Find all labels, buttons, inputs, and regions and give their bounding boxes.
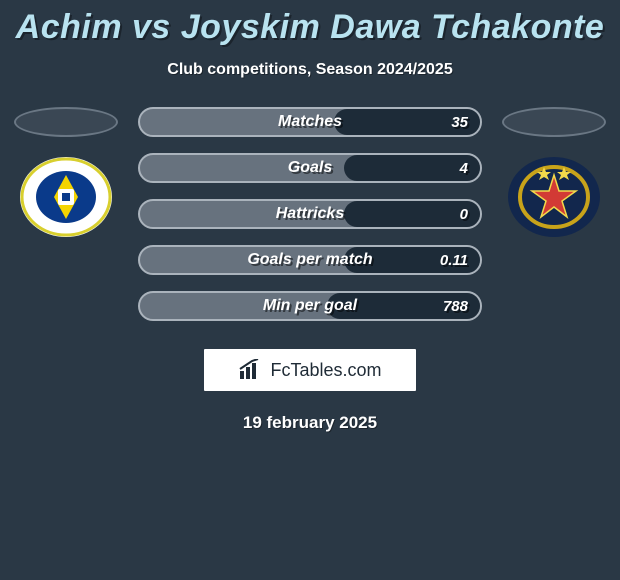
stat-label: Min per goal xyxy=(140,297,480,315)
star-crest-icon xyxy=(506,155,602,239)
stat-bar-hattricks: Hattricks 0 xyxy=(138,199,482,229)
stats-column: Matches 35 Goals 4 Hattricks 0 Goals per… xyxy=(138,107,482,321)
left-player-column xyxy=(12,107,120,239)
stat-bar-matches: Matches 35 xyxy=(138,107,482,137)
stat-label: Goals per match xyxy=(140,251,480,269)
right-player-column xyxy=(500,107,608,239)
stat-bar-goals-per-match: Goals per match 0.11 xyxy=(138,245,482,275)
left-club-badge xyxy=(18,155,114,239)
main-row: Matches 35 Goals 4 Hattricks 0 Goals per… xyxy=(0,107,620,321)
stat-value: 35 xyxy=(451,114,468,131)
left-player-avatar xyxy=(14,107,118,137)
subtitle: Club competitions, Season 2024/2025 xyxy=(0,61,620,79)
stat-value: 0 xyxy=(460,206,468,223)
stat-value: 4 xyxy=(460,160,468,177)
right-club-badge xyxy=(506,155,602,239)
stat-label: Goals xyxy=(140,159,480,177)
comparison-widget: Achim vs Joyskim Dawa Tchakonte Club com… xyxy=(0,0,620,433)
stat-bar-goals: Goals 4 xyxy=(138,153,482,183)
right-player-avatar xyxy=(502,107,606,137)
stat-value: 0.11 xyxy=(440,252,468,269)
page-title: Achim vs Joyskim Dawa Tchakonte xyxy=(0,8,620,47)
shield-icon xyxy=(18,155,114,239)
brand-logo[interactable]: FcTables.com xyxy=(202,347,418,393)
stat-value: 788 xyxy=(443,298,468,315)
stat-bar-min-per-goal: Min per goal 788 xyxy=(138,291,482,321)
chart-icon xyxy=(238,359,264,381)
brand-text: FcTables.com xyxy=(270,360,381,381)
stat-label: Matches xyxy=(140,113,480,131)
stat-label: Hattricks xyxy=(140,205,480,223)
footer-date: 19 february 2025 xyxy=(0,413,620,433)
